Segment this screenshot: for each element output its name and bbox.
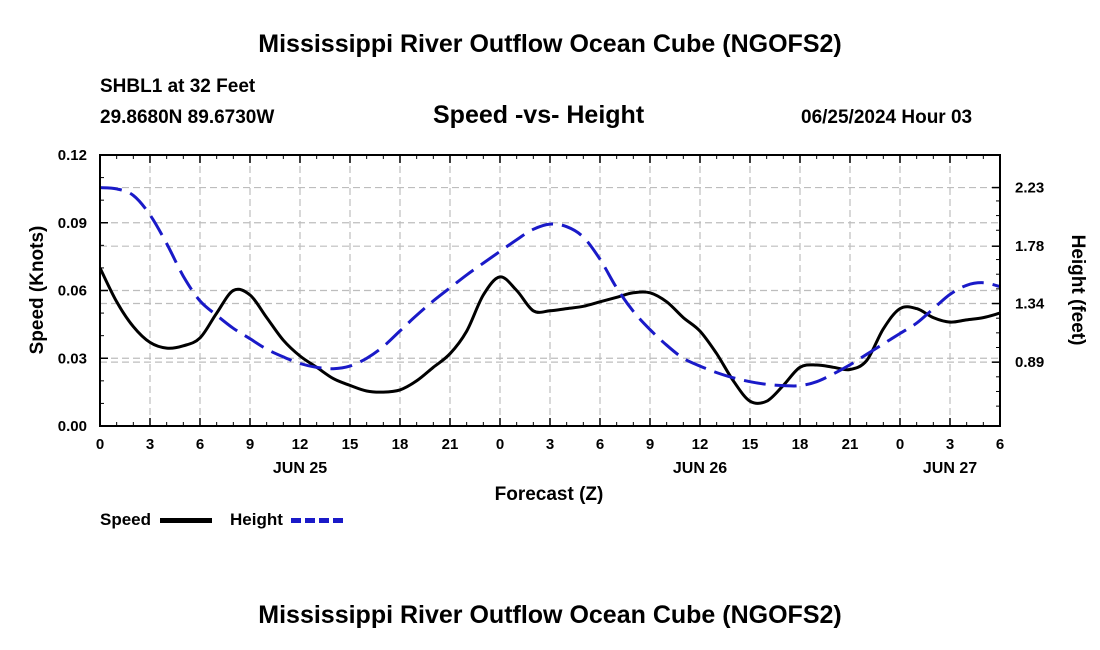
footer-title: Mississippi River Outflow Ocean Cube (NG… <box>258 601 842 629</box>
y2-tick-label: 1.34 <box>1015 296 1045 313</box>
x-tick-label: 21 <box>442 436 459 453</box>
x-tick-label: 6 <box>596 436 604 453</box>
y2-tick-label: 0.89 <box>1015 354 1044 371</box>
plot-title: Speed -vs- Height <box>433 101 645 129</box>
x-tick-label: 12 <box>692 436 709 453</box>
day-label: JUN 25 <box>273 460 327 477</box>
legend-speed-swatch <box>160 518 212 523</box>
y-tick-label: 0.12 <box>58 147 87 164</box>
y-tick-label: 0.06 <box>58 283 87 300</box>
axes: 0 3 6 9 12 15 18 21 0 3 6 9 12 15 18 21 0 3 6 JUN 25 JUN 26 J… <box>58 147 1045 477</box>
x-tick-label: 0 <box>496 436 504 453</box>
series-line-height <box>100 186 1000 388</box>
x-tick-label: 15 <box>742 436 759 453</box>
x-tick-label: 0 <box>896 436 904 453</box>
y2-tick-label: 2.23 <box>1015 180 1044 197</box>
x-tick-label: 12 <box>292 436 309 453</box>
x-axis-label: Forecast (Z) <box>495 484 604 505</box>
forecast-date: 06/25/2024 Hour 03 <box>801 107 973 128</box>
x-tick-label: 0 <box>96 436 104 453</box>
day-label: JUN 27 <box>923 460 977 477</box>
grid-lines <box>100 155 1000 426</box>
x-tick-label: 18 <box>792 436 809 453</box>
x-tick-label: 3 <box>546 436 554 453</box>
legend-height-swatch <box>291 518 343 523</box>
y-tick-label: 0.09 <box>58 215 87 232</box>
x-tick-label: 9 <box>246 436 254 453</box>
x-tick-label: 3 <box>946 436 954 453</box>
y2-tick-label: 1.78 <box>1015 238 1044 255</box>
x-tick-label: 15 <box>342 436 359 453</box>
station-label: SHBL1 at 32 Feet <box>100 76 256 97</box>
x-tick-label: 6 <box>196 436 204 453</box>
main-title: Mississippi River Outflow Ocean Cube (NG… <box>258 30 842 58</box>
series-layer <box>100 186 1000 405</box>
y-tick-label: 0.03 <box>58 350 87 367</box>
x-tick-label: 3 <box>146 436 154 453</box>
station-coordinates: 29.8680N 89.6730W <box>100 107 275 128</box>
x-tick-label: 6 <box>996 436 1004 453</box>
legend-height-label: Height <box>230 510 283 529</box>
x-tick-label: 21 <box>842 436 859 453</box>
day-label: JUN 26 <box>673 460 727 477</box>
series-line-speed <box>100 267 1000 405</box>
y-tick-label: 0.00 <box>58 418 87 435</box>
y-axis-label: Speed (Knots) <box>27 226 48 355</box>
y2-axis-label: Height (feet) <box>1067 235 1088 346</box>
x-tick-label: 18 <box>392 436 409 453</box>
x-tick-label: 9 <box>646 436 654 453</box>
speed-height-chart: 0 3 6 9 12 15 18 21 0 3 6 9 12 15 18 21 0 3 6 JUN 25 JUN 26 J… <box>27 147 1088 505</box>
legend-speed-label: Speed <box>100 510 152 529</box>
